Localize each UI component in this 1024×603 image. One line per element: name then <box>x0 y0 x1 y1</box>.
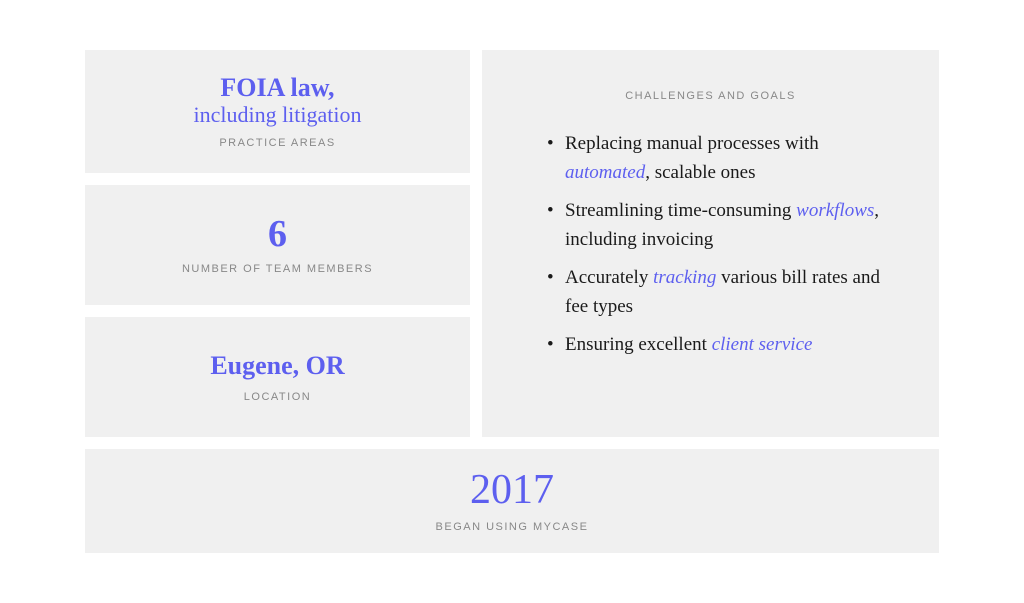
year-card: 2017 BEGAN USING MYCASE <box>85 449 939 553</box>
challenges-title: CHALLENGES AND GOALS <box>527 90 894 102</box>
list-text-highlight: client service <box>712 334 813 355</box>
list-text-pre: Streamlining time-consuming <box>565 200 796 221</box>
list-text-highlight: tracking <box>653 267 716 288</box>
practice-areas-label: PRACTICE AREAS <box>219 137 335 149</box>
practice-areas-value: FOIA law, including litigation <box>193 74 361 127</box>
year-label: BEGAN USING MYCASE <box>436 521 589 533</box>
list-text-highlight: workflows <box>796 200 874 221</box>
team-card: 6 NUMBER OF TEAM MEMBERS <box>85 185 470 305</box>
list-text-pre: Ensuring excellent <box>565 334 712 355</box>
practice-areas-line2: including litigation <box>193 103 361 127</box>
team-label: NUMBER OF TEAM MEMBERS <box>182 263 373 275</box>
practice-areas-line1: FOIA law, <box>193 74 361 103</box>
location-label: LOCATION <box>244 391 311 403</box>
year-value: 2017 <box>470 469 554 511</box>
practice-areas-card: FOIA law, including litigation PRACTICE … <box>85 50 470 173</box>
list-item: Accurately tracking various bill rates a… <box>547 264 894 321</box>
infographic-container: FOIA law, including litigation PRACTICE … <box>85 50 939 553</box>
location-card: Eugene, OR LOCATION <box>85 317 470 437</box>
list-text-pre: Accurately <box>565 267 653 288</box>
location-value: Eugene, OR <box>210 351 344 381</box>
list-item: Ensuring excellent client service <box>547 331 894 360</box>
list-item: Replacing manual processes with automate… <box>547 130 894 187</box>
list-text-post: , scalable ones <box>645 162 755 183</box>
list-text-pre: Replacing manual processes with <box>565 133 819 154</box>
left-column: FOIA law, including litigation PRACTICE … <box>85 50 470 437</box>
list-text-highlight: automated <box>565 162 645 183</box>
list-item: Streamlining time-consuming workflows, i… <box>547 197 894 254</box>
top-row: FOIA law, including litigation PRACTICE … <box>85 50 939 437</box>
challenges-list: Replacing manual processes with automate… <box>527 130 894 360</box>
team-value: 6 <box>268 215 287 253</box>
challenges-card: CHALLENGES AND GOALS Replacing manual pr… <box>482 50 939 437</box>
